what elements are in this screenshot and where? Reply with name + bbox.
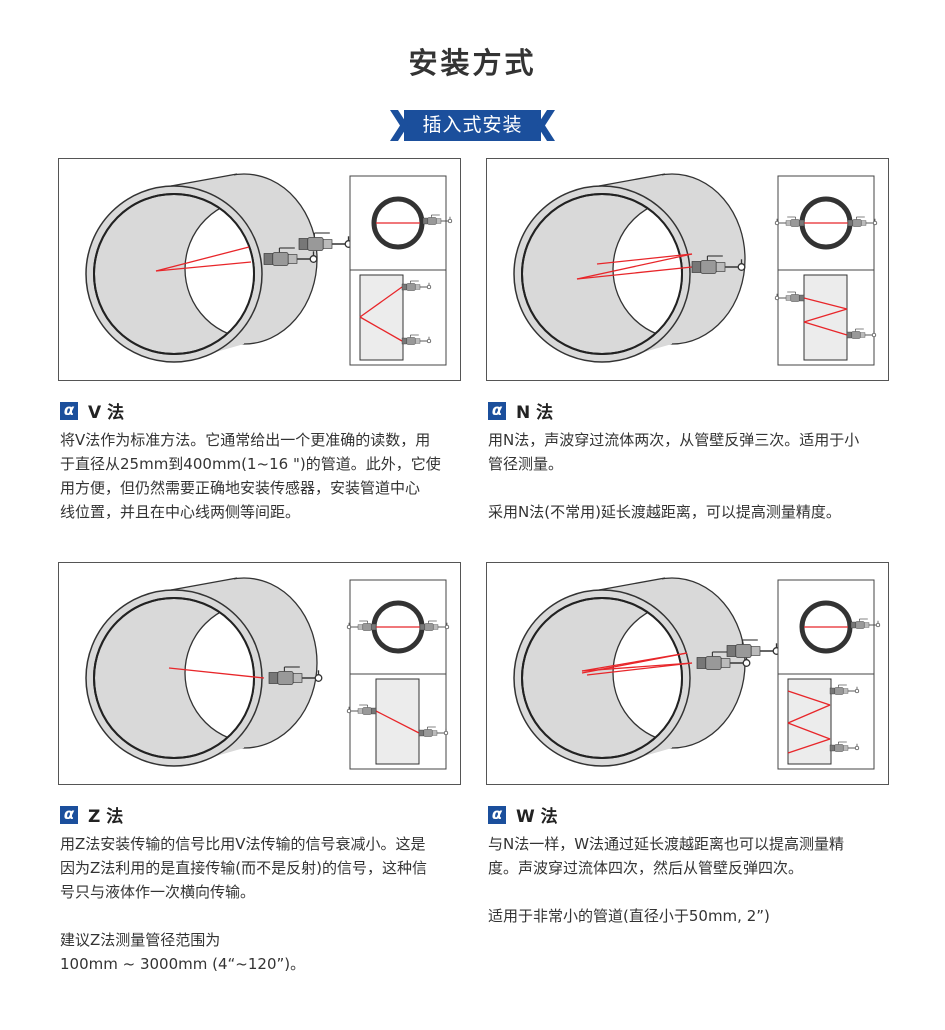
inset-views bbox=[777, 579, 881, 770]
transducer-icon bbox=[846, 328, 877, 339]
alpha-icon: α bbox=[60, 806, 78, 824]
text-line: 号只与液体作一次横向传输。 bbox=[60, 883, 256, 901]
method-description-z: 用Z法安装传输的信号比用V法传输的信号衰减小。这是 因为Z法利用的是直接传输(而… bbox=[60, 832, 470, 976]
transducer-icon bbox=[829, 741, 860, 752]
sound-path bbox=[375, 710, 420, 734]
text-line: 度。声波穿过流体四次，然后从管壁反弹四次。 bbox=[488, 859, 804, 877]
text-line: 将V法作为标准方法。它通常给出一个更准确的读数，用 bbox=[60, 431, 431, 449]
transducer-icon bbox=[829, 684, 860, 695]
transducer-icon bbox=[696, 651, 751, 670]
pipe-diagram bbox=[85, 577, 450, 770]
heading-text: N 法 bbox=[516, 403, 554, 423]
method-description-n: 用N法，声波穿过流体两次，从管壁反弹三次。适用于小 管径测量。 采用N法(不常用… bbox=[488, 428, 898, 524]
pipe-far-opening bbox=[184, 602, 254, 744]
heading-text: W 法 bbox=[516, 807, 558, 827]
transducer-icon bbox=[346, 620, 377, 631]
pipe-diagram bbox=[513, 173, 878, 366]
pipe-far-opening bbox=[184, 198, 254, 340]
transducer-icon bbox=[401, 280, 432, 291]
heading-text: V 法 bbox=[88, 403, 125, 423]
diagram-n-method bbox=[486, 158, 889, 381]
section-banner: 插入式安装 bbox=[390, 110, 555, 141]
transducer-icon bbox=[419, 620, 450, 631]
method-description-w: 与N法一样，W法通过延长渡越距离也可以提高测量精 度。声波穿过流体四次，然后从管… bbox=[488, 832, 898, 928]
transducer-icon bbox=[774, 291, 805, 302]
banner-ribbon bbox=[390, 110, 555, 141]
text-line: 用N法，声波穿过流体两次，从管壁反弹三次。适用于小 bbox=[488, 431, 860, 449]
diagram-w-method bbox=[486, 562, 889, 785]
text-line: 适用于非常小的管道(直径小于50mm, 2”) bbox=[488, 907, 770, 925]
sound-path bbox=[596, 253, 693, 265]
sound-path bbox=[576, 266, 693, 280]
method-description-v: 将V法作为标准方法。它通常给出一个更准确的读数，用 于直径从25mm到400mm… bbox=[60, 428, 470, 524]
chevron-right-icon bbox=[390, 110, 408, 141]
transducer-icon bbox=[401, 334, 432, 345]
pipe-far-opening bbox=[612, 602, 682, 744]
sound-path bbox=[803, 308, 848, 323]
sound-path bbox=[787, 738, 831, 754]
sound-path bbox=[586, 662, 693, 676]
sound-path bbox=[787, 722, 831, 740]
heading-text: Z 法 bbox=[88, 807, 124, 827]
alpha-icon: α bbox=[488, 402, 506, 420]
alpha-icon: α bbox=[488, 806, 506, 824]
text-line: 管径测量。 bbox=[488, 455, 564, 473]
diagram-v-method bbox=[58, 158, 461, 381]
side-view bbox=[803, 274, 848, 361]
pipe-far-opening bbox=[612, 198, 682, 340]
sound-path bbox=[787, 690, 831, 706]
text-line: 因为Z法利用的是直接传输(而不是反射)的信号，这种信 bbox=[60, 859, 427, 877]
text-line: 线位置，并且在中心线两侧等间距。 bbox=[60, 503, 301, 521]
text-line: 与N法一样，W法通过延长渡越距离也可以提高测量精 bbox=[488, 835, 845, 853]
text-line: 于直径从25mm到400mm(1~16 ")的管道。此外，它使 bbox=[60, 455, 441, 473]
pipe-illustration bbox=[85, 173, 318, 363]
sound-path bbox=[581, 662, 693, 672]
pipe-illustration bbox=[513, 577, 746, 767]
sound-path bbox=[359, 316, 403, 342]
sound-path bbox=[803, 297, 848, 310]
inset-views bbox=[346, 579, 450, 770]
transducer-icon bbox=[263, 247, 318, 266]
sound-path bbox=[359, 286, 403, 318]
text-line: 用Z法安装传输的信号比用V法传输的信号衰减小。这是 bbox=[60, 835, 426, 853]
inset-views bbox=[349, 175, 453, 366]
sound-path bbox=[155, 261, 252, 272]
text-line: 100mm ~ 3000mm (4“~120”)。 bbox=[60, 955, 306, 973]
diagram-z-method bbox=[58, 562, 461, 785]
text-line: 用方便，但仍然需要正确地安装传感器，安装管道中心 bbox=[60, 479, 421, 497]
page-title: 安装方式 bbox=[408, 46, 537, 80]
alpha-icon: α bbox=[60, 402, 78, 420]
transducer-icon bbox=[418, 726, 449, 737]
banner-label: 插入式安装 bbox=[422, 114, 523, 136]
pipe-diagram bbox=[85, 173, 453, 366]
sound-path bbox=[803, 321, 848, 336]
transducer-icon bbox=[268, 666, 323, 685]
chevron-left-icon bbox=[537, 110, 555, 141]
transducer-icon bbox=[691, 255, 746, 274]
text-line: 采用N法(不常用)延长渡越距离，可以提高测量精度。 bbox=[488, 503, 841, 521]
transducer-icon bbox=[422, 214, 453, 225]
sound-path bbox=[787, 704, 831, 724]
sound-path bbox=[581, 652, 688, 672]
sound-path bbox=[576, 253, 693, 280]
transducer-icon bbox=[774, 216, 805, 227]
text-line: 建议Z法测量管径范围为 bbox=[60, 931, 221, 949]
transducer-icon bbox=[346, 704, 377, 715]
transducer-icon bbox=[847, 216, 878, 227]
transducer-icon bbox=[850, 618, 881, 629]
sound-path bbox=[168, 667, 265, 679]
sound-path bbox=[155, 246, 250, 272]
inset-views bbox=[774, 175, 878, 366]
side-view bbox=[359, 274, 404, 361]
pipe-diagram bbox=[513, 577, 881, 770]
